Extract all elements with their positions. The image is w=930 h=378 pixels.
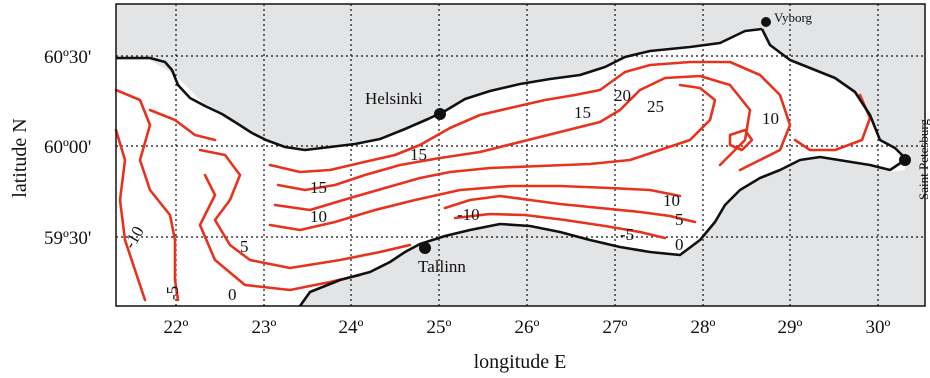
- city-marker-helsinki: [434, 108, 446, 120]
- city-marker-vyborg: [761, 17, 771, 27]
- contour-line: [276, 74, 752, 192]
- x-tick-label: 27º: [603, 317, 628, 338]
- y-axis: 60º30' 60º00' 59º30' latitude N: [9, 47, 91, 249]
- x-tick-label: 28º: [691, 317, 716, 338]
- contour-line: [198, 148, 412, 270]
- contour-label: 25: [647, 97, 664, 116]
- north-coastline: [116, 27, 763, 152]
- contour-label: -5: [163, 286, 182, 300]
- contour-line: [114, 128, 147, 302]
- south-coastline: [298, 155, 906, 307]
- contour-line: [453, 212, 667, 240]
- y-axis-title: latitude N: [9, 118, 31, 197]
- contour-label: 10: [310, 207, 327, 226]
- coastline: [116, 27, 906, 307]
- contour-label: 20: [614, 86, 631, 105]
- contour-line: [443, 194, 697, 224]
- city-label-helsinki: Helsinki: [365, 89, 423, 108]
- contour-label: 5: [675, 210, 684, 229]
- y-tick-label: 60º30': [44, 47, 91, 68]
- city-marker-saint-petersburg: [899, 154, 911, 166]
- x-axis-title: longitude E: [474, 351, 567, 373]
- x-tick-label: 25º: [427, 317, 452, 338]
- east-coastline: [760, 28, 906, 159]
- depth-contours: [114, 60, 872, 302]
- grid: [116, 4, 925, 306]
- x-tick-label: 26º: [515, 317, 540, 338]
- contour-line: [268, 184, 682, 232]
- city-marker-tallinn: [419, 242, 431, 254]
- x-tick-label: 22º: [164, 317, 189, 338]
- city-label-saint-petersburg: Saint Petesburg: [916, 118, 930, 200]
- y-tick-label: 59º30': [44, 228, 91, 249]
- contour-label: 15: [310, 178, 327, 197]
- contour-label: 0: [228, 285, 237, 304]
- contour-label: 0: [675, 235, 684, 254]
- contour-label: 10: [762, 109, 779, 128]
- x-tick-label: 23º: [252, 317, 277, 338]
- contour-line: [728, 128, 754, 152]
- y-tick-label: 60º00': [44, 137, 91, 158]
- map-frame: [115, 3, 926, 307]
- contour-label: 10: [663, 191, 680, 210]
- contour-line: [114, 88, 180, 302]
- x-axis: 22º 23º 24º 25º 26º 27º 28º 29º 30º long…: [164, 317, 891, 373]
- city-label-tallinn: Tallinn: [418, 257, 466, 276]
- contour-line: [268, 60, 792, 174]
- contour-line: [273, 83, 717, 212]
- contour-label: -10: [457, 205, 480, 224]
- contour-label: 15: [410, 145, 427, 164]
- x-tick-label: 30º: [866, 317, 891, 338]
- contour-line: [148, 108, 217, 142]
- map-panel: Helsinki Tallinn Vyborg Saint Petesburg …: [114, 3, 930, 307]
- x-tick-label: 29º: [778, 317, 803, 338]
- contour-label: -5: [620, 225, 634, 244]
- contour-label: 15: [574, 103, 591, 122]
- x-tick-label: 24º: [339, 317, 364, 338]
- contour-label: 5: [240, 237, 249, 256]
- city-label-vyborg: Vyborg: [774, 10, 813, 25]
- contour-line: [198, 173, 362, 292]
